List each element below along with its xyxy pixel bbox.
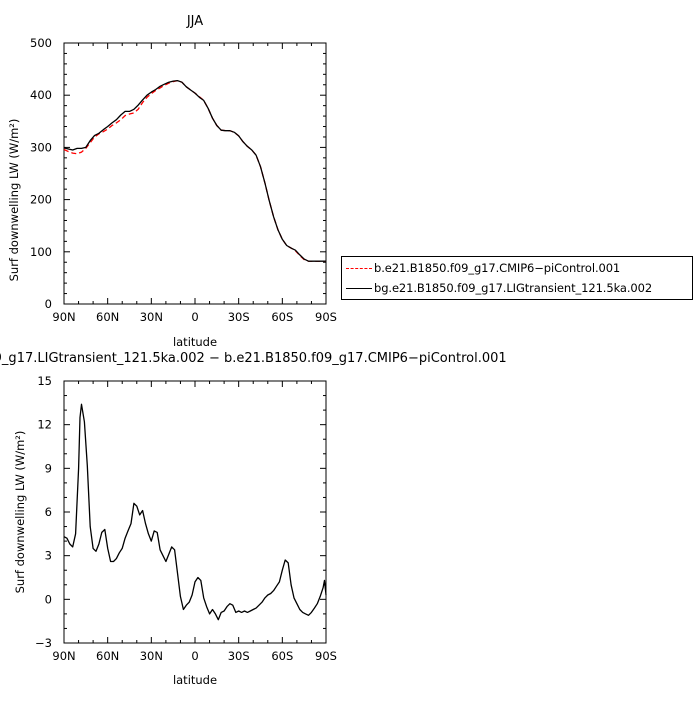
panel2-xtick-label: 60N bbox=[96, 649, 119, 663]
panel1-xtick-label: 90N bbox=[52, 310, 75, 324]
panel1-ytick-label: 500 bbox=[30, 36, 52, 50]
panel1-xtick-label: 60S bbox=[271, 310, 293, 324]
panel2-ytick-label: 9 bbox=[45, 461, 52, 475]
panel1-xtick-label: 30N bbox=[140, 310, 163, 324]
panel2-ytick-label: 15 bbox=[37, 374, 52, 388]
panel2-plot-frame bbox=[63, 380, 327, 644]
panel1-ytick-label: 100 bbox=[30, 245, 52, 259]
legend-swatch-ligtransient bbox=[346, 288, 372, 289]
panel1-plot-frame bbox=[63, 42, 327, 305]
panel1-title: JJA bbox=[186, 14, 203, 29]
panel1-xtick-label: 0 bbox=[191, 310, 198, 324]
panel1-ytick-label: 0 bbox=[45, 297, 52, 311]
panel1-xlabel: latitude bbox=[173, 335, 217, 349]
legend-swatch-picontrol bbox=[346, 268, 372, 269]
panel1-legend: b.e21.B1850.f09_g17.CMIP6−piControl.001 … bbox=[341, 256, 693, 300]
panel2-xtick-label: 90S bbox=[315, 649, 337, 663]
panel2-ytick-label: 3 bbox=[45, 549, 52, 563]
panel2-xtick-label: 0 bbox=[191, 649, 198, 663]
panel2-series-1-line bbox=[63, 403, 327, 621]
panel1-ylabel: Surf downwelling LW (W/m²) bbox=[7, 119, 21, 282]
panel2-ytick-label: 0 bbox=[45, 592, 52, 606]
panel1-xtick-label: 30S bbox=[228, 310, 250, 324]
panel1-ytick-label: 200 bbox=[30, 193, 52, 207]
legend-label-picontrol: b.e21.B1850.f09_g17.CMIP6−piControl.001 bbox=[374, 261, 621, 275]
panel2-xtick-label: 30S bbox=[228, 649, 250, 663]
panel2-xlabel: latitude bbox=[173, 673, 217, 687]
panel2-xtick-label: 30N bbox=[140, 649, 163, 663]
panel1-ytick-label: 300 bbox=[30, 140, 52, 154]
legend-label-ligtransient: bg.e21.B1850.f09_g17.LIGtransient_121.5k… bbox=[374, 281, 653, 295]
panel1-xtick-label: 60N bbox=[96, 310, 119, 324]
panel1-series-1-line bbox=[63, 79, 326, 262]
panel2-ylabel: Surf downwelling LW (W/m²) bbox=[13, 431, 27, 594]
legend-entry-picontrol: b.e21.B1850.f09_g17.CMIP6−piControl.001 bbox=[342, 259, 692, 279]
panel1-xtick-label: 90S bbox=[315, 310, 337, 324]
panel2-ytick-label: −3 bbox=[35, 636, 52, 650]
panel2-ytick-label: 12 bbox=[37, 418, 52, 432]
panel2-ytick-label: 6 bbox=[45, 505, 52, 519]
panel2-xtick-label: 60S bbox=[271, 649, 293, 663]
panel2-xtick-label: 90N bbox=[52, 649, 75, 663]
legend-entry-ligtransient: bg.e21.B1850.f09_g17.LIGtransient_121.5k… bbox=[342, 279, 692, 299]
panel1-series-2-line bbox=[63, 79, 326, 262]
panel1-ytick-label: 400 bbox=[30, 88, 52, 102]
panel2-title: bg.e21.B1850.f09_g17.LIGtransient_121.5k… bbox=[0, 351, 507, 366]
